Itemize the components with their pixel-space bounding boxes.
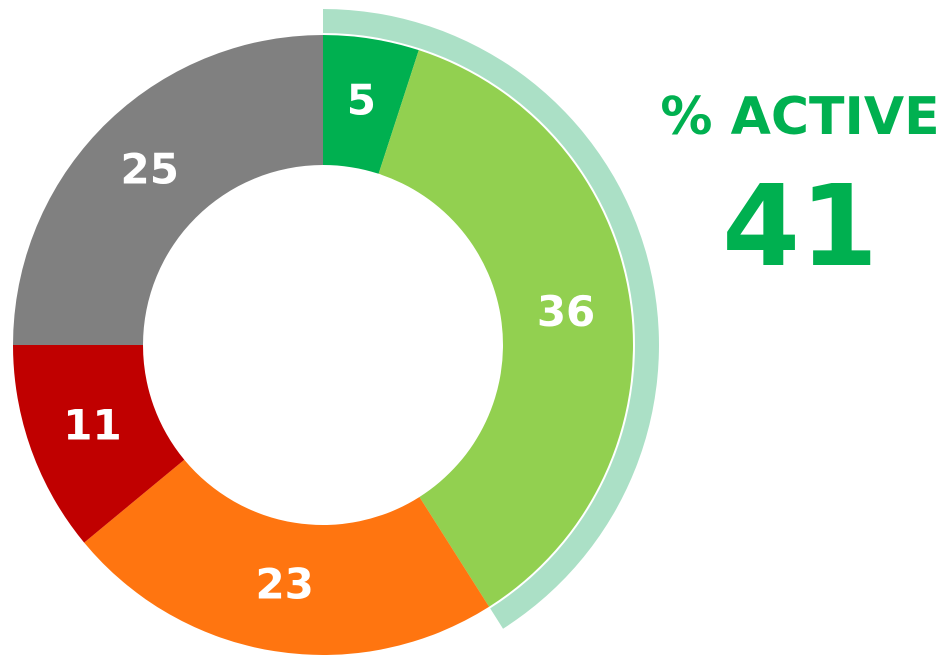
- donut-segment: [13, 35, 323, 345]
- donut-segment: [323, 35, 419, 174]
- donut-segment: [13, 345, 185, 543]
- data-label: 23: [255, 559, 313, 608]
- data-label: 5: [347, 76, 376, 125]
- kpi-label: % ACTIVE: [660, 87, 938, 147]
- data-label: 36: [537, 287, 595, 336]
- donut-segment: [378, 50, 633, 607]
- donut-segment: [84, 459, 490, 655]
- data-label: 11: [63, 400, 121, 449]
- data-label: 25: [121, 144, 179, 193]
- kpi-value: 41: [722, 162, 878, 292]
